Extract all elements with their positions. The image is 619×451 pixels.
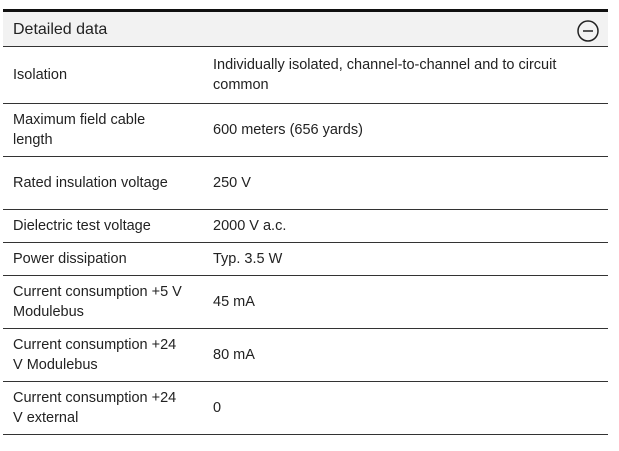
property-value: Typ. 3.5 W	[213, 250, 283, 267]
detailed-data-panel: Detailed data Isolation Individually isol…	[3, 9, 608, 435]
value-cell: 45 mA	[203, 275, 608, 329]
value-cell: Individually isolated, channel-to-channe…	[203, 47, 608, 104]
property-name: Dielectric test voltage	[13, 217, 151, 234]
property-cell: Power dissipation	[3, 242, 203, 276]
value-cell: 600 meters (656 yards)	[203, 103, 608, 157]
property-name: Power dissipation	[13, 250, 127, 267]
property-value: 0	[213, 399, 222, 416]
property-value: 45 mA	[213, 293, 255, 310]
property-name: Current consumption +24 V Modulebus	[13, 336, 177, 373]
value-cell: 250 V	[203, 156, 608, 210]
property-value: 2000 V a.c.	[213, 217, 287, 234]
table-row: Current consumption +24 V Modulebus 80 mA	[3, 328, 608, 382]
property-cell: Isolation	[3, 47, 203, 104]
data-table: Isolation Individually isolated, channel-…	[3, 47, 608, 435]
property-cell: Rated insulation voltage	[3, 156, 203, 210]
property-cell: Current consumption +24 V Modulebus	[3, 328, 203, 382]
collapse-button[interactable]	[576, 19, 600, 43]
table-row: Dielectric test voltage 2000 V a.c.	[3, 209, 608, 243]
property-name: Maximum field cable length	[13, 111, 146, 148]
panel-title: Detailed data	[13, 21, 108, 38]
table-row: Rated insulation voltage 250 V	[3, 156, 608, 210]
property-value: 80 mA	[213, 346, 255, 363]
property-value: Individually isolated, channel-to-channe…	[213, 56, 557, 93]
property-name: Current consumption +5 V Modulebus	[13, 283, 182, 320]
property-cell: Maximum field cable length	[3, 103, 203, 157]
property-value: 600 meters (656 yards)	[213, 121, 363, 138]
property-cell: Current consumption +5 V Modulebus	[3, 275, 203, 329]
table-row: Current consumption +24 V external 0	[3, 381, 608, 435]
property-name: Isolation	[13, 66, 68, 83]
property-cell: Dielectric test voltage	[3, 209, 203, 243]
value-cell: 2000 V a.c.	[203, 209, 608, 243]
value-cell: 0	[203, 381, 608, 435]
table-row: Current consumption +5 V Modulebus 45 mA	[3, 275, 608, 329]
value-cell: Typ. 3.5 W	[203, 242, 608, 276]
table-row: Power dissipation Typ. 3.5 W	[3, 242, 608, 276]
property-cell: Current consumption +24 V external	[3, 381, 203, 435]
value-cell: 80 mA	[203, 328, 608, 382]
property-name: Current consumption +24 V external	[13, 389, 177, 426]
property-name: Rated insulation voltage	[13, 174, 168, 191]
property-value: 250 V	[213, 174, 251, 191]
table-row: Maximum field cable length 600 meters (65…	[3, 103, 608, 157]
panel-header: Detailed data	[3, 12, 608, 47]
table-row: Isolation Individually isolated, channel-…	[3, 47, 608, 104]
